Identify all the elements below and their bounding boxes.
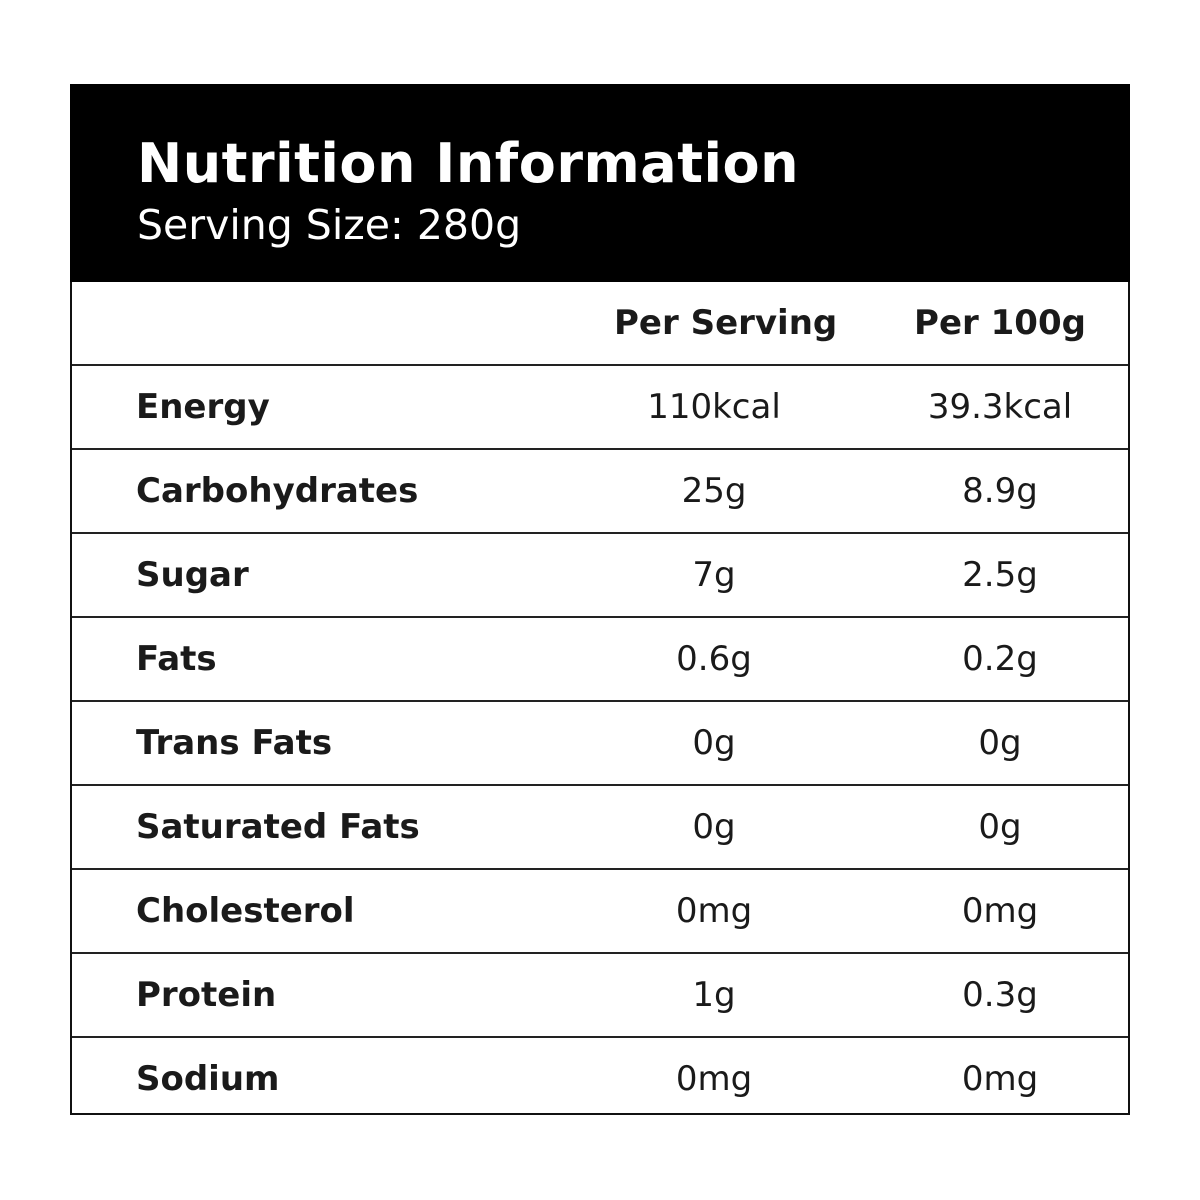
nutrient-name: Cholesterol [136, 891, 355, 931]
serving-size-label: Serving Size: 280g [137, 201, 522, 249]
nutrient-name: Sodium [136, 1059, 280, 1099]
per-serving-value: 7g [692, 555, 736, 595]
per-100g-value: 0.2g [962, 639, 1038, 679]
nutrient-name: Energy [136, 387, 270, 427]
per-serving-value: 0g [692, 807, 736, 847]
per-serving-value: 0.6g [676, 639, 752, 679]
table-row: Trans Fats 0g 0g [72, 702, 1128, 786]
table-row: Fats 0.6g 0.2g [72, 618, 1128, 702]
per-serving-value: 0mg [675, 891, 753, 931]
nutrient-name: Protein [136, 975, 277, 1015]
table-row: Sodium 0mg 0mg [72, 1038, 1128, 1120]
nutrient-name: Fats [136, 639, 217, 679]
page-title: Nutrition Information [137, 132, 800, 195]
per-100g-value: 0mg [961, 1059, 1039, 1099]
nutrient-name: Trans Fats [136, 723, 333, 763]
table-row: Saturated Fats 0g 0g [72, 786, 1128, 870]
nutrition-panel: Nutrition Information Serving Size: 280g… [70, 84, 1130, 1115]
per-100g-value: 0.3g [962, 975, 1038, 1015]
nutrition-table: Per Serving Per 100g Energy 110kcal 39.3… [72, 282, 1128, 1120]
per-serving-value: 0g [692, 723, 736, 763]
per-100g-value: 2.5g [962, 555, 1038, 595]
per-100g-value: 8.9g [962, 471, 1038, 511]
per-serving-value: 110kcal [647, 387, 781, 427]
table-row: Cholesterol 0mg 0mg [72, 870, 1128, 954]
per-serving-value: 25g [681, 471, 747, 511]
nutrient-name: Carbohydrates [136, 471, 419, 511]
per-serving-value: 1g [692, 975, 736, 1015]
nutrition-header: Nutrition Information Serving Size: 280g [70, 84, 1130, 282]
column-header-per-100g: Per 100g [914, 303, 1086, 343]
per-100g-value: 0g [978, 723, 1022, 763]
per-100g-value: 0g [978, 807, 1022, 847]
nutrient-name: Sugar [136, 555, 249, 595]
table-row: Protein 1g 0.3g [72, 954, 1128, 1038]
table-row: Carbohydrates 25g 8.9g [72, 450, 1128, 534]
per-100g-value: 0mg [961, 891, 1039, 931]
table-header-row: Per Serving Per 100g [72, 282, 1128, 366]
nutrient-name: Saturated Fats [136, 807, 420, 847]
column-header-per-serving: Per Serving [614, 303, 838, 343]
table-row: Sugar 7g 2.5g [72, 534, 1128, 618]
per-100g-value: 39.3kcal [927, 387, 1073, 427]
table-row: Energy 110kcal 39.3kcal [72, 366, 1128, 450]
per-serving-value: 0mg [675, 1059, 753, 1099]
